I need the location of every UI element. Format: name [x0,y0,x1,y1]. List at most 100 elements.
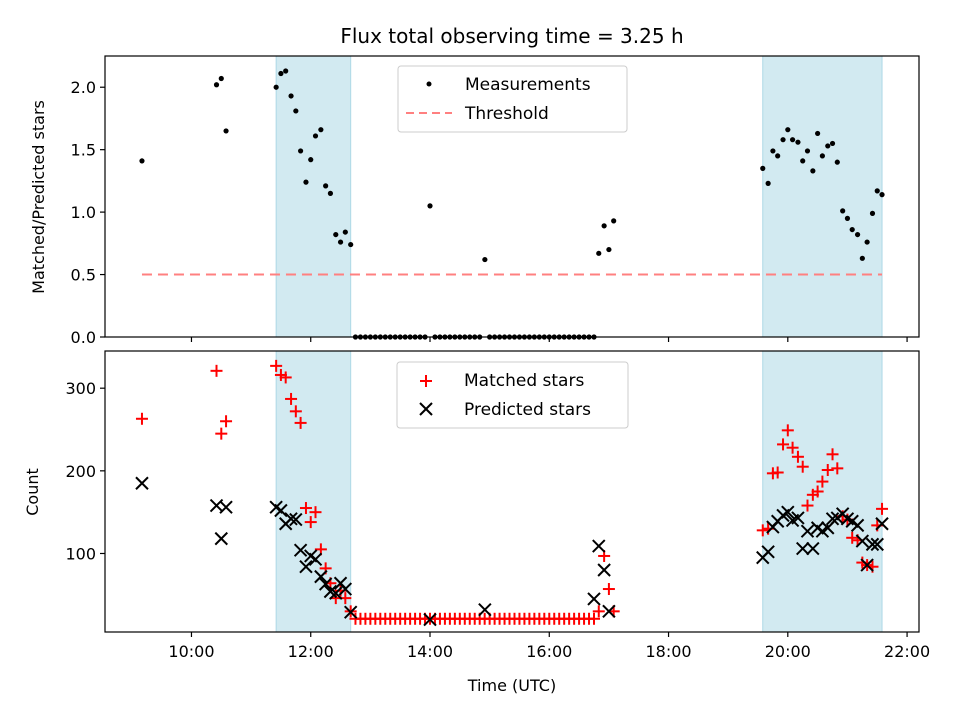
predicted-star-point [135,476,149,490]
measurement-point [312,133,319,139]
matched-star-point [821,464,834,477]
bottom-x-tick-label-3: 16:00 [526,642,572,661]
chart-title: Flux total observing time = 3.25 h [340,24,683,48]
top-axes-frame [104,55,920,338]
predicted-star-point [875,517,889,531]
predicted-star-point [338,582,353,596]
predicted-star-point [343,605,358,619]
matched-star-point [220,415,233,428]
predicted-star-point [274,503,288,518]
bottom-x-tick-label-1: 12:00 [288,642,334,661]
bottom-y-tick-label-2: 300 [65,379,96,398]
measurement-point [765,180,771,186]
measurement-point [611,218,617,224]
measurement-point [601,223,607,229]
matched-star-point [215,427,228,440]
matched-star-point [811,485,824,498]
measurement-point [829,140,836,147]
matched-star-point [135,412,148,425]
predicted-star-point [478,602,492,617]
predicted-star-point [800,524,815,538]
bottom-x-tick-label-0: 10:00 [168,642,214,661]
predicted-star-point [860,558,874,572]
measurement-point [297,148,304,154]
matched-star-point [876,502,889,515]
bottom-legend: Matched stars Predicted stars [396,361,629,429]
measurement-point [800,158,806,164]
matched-stars-points [135,359,889,625]
bottom-axes-frame [104,350,920,633]
measurement-point [606,246,612,253]
predicted-star-point [806,541,820,556]
predicted-star-point [587,592,601,606]
measurement-point [810,168,816,174]
predicted-star-point [870,537,884,552]
measurement-point [223,128,229,134]
matched-star-point [756,524,769,537]
matched-star-point [304,516,317,529]
measurement-point [273,84,279,90]
measurement-point [323,183,329,189]
bottom-y-tick-label-1: 200 [65,462,96,481]
predicted-star-point [761,545,775,559]
matched-star-point [289,405,302,418]
legend-threshold-label: Threshold [464,104,549,124]
measurement-point [854,231,861,238]
legend-matched-marker [420,375,432,387]
top-shade-0 [275,55,352,338]
measurement-point [815,130,821,137]
top-y-axis-label: Matched/Predicted stars [29,100,48,294]
bottom-x-axis-label: Time (UTC) [467,676,556,695]
predicted-star-point [423,612,437,627]
predicted-star-point [219,500,233,514]
measurement-point [874,188,880,194]
matched-star-point [294,416,307,429]
matched-star-point [796,460,809,473]
measurement-point [482,256,488,263]
measurement-point [303,179,309,185]
measurement-point [840,208,846,214]
top-legend-box [397,65,628,133]
matched-star-point [602,583,615,596]
predicted-star-point [214,531,228,546]
top-y-tick-label-1: 0.5 [71,266,96,285]
predicted-star-point [597,563,611,577]
measurement-point [879,192,885,198]
matched-star-point [299,502,312,515]
measurement-point [780,137,786,143]
bottom-y-axis-label: Count [23,468,42,516]
top-shade-1 [762,55,883,338]
matched-star-point [831,462,844,475]
measurement-point [785,127,791,133]
top-y-tick-label-0: 0.0 [71,328,96,347]
measurement-point [760,165,766,171]
legend-predicted-label: Predicted stars [464,400,591,420]
bottom-x-axis-ticks: 10:00 12:00 14:00 16:00 18:00 20:00 22:00 [168,632,930,661]
predicted-star-point [825,512,840,526]
measurement-point [288,93,294,99]
measurement-point [327,190,334,196]
predicted-star-point [284,512,298,526]
top-legend: Measurements Threshold [397,65,628,133]
matched-star-point [309,506,322,519]
predicted-star-point [293,543,308,557]
measurement-point [869,210,876,216]
measurement-point [293,108,299,114]
predicted-star-point [796,541,810,556]
predicted-star-point [781,505,795,519]
matched-star-point [786,441,799,454]
bottom-y-tick-label-0: 100 [65,544,96,563]
bottom-x-tick-label-4: 18:00 [645,642,691,661]
matched-star-point [826,448,839,461]
measurement-point [308,157,314,163]
matched-star-point [781,424,794,437]
matched-star-point [592,605,605,618]
measurement-point [825,143,831,149]
matched-star-point [279,371,292,384]
legend-measurements-label: Measurements [465,75,591,95]
predicted-star-point [855,534,870,548]
predicted-star-point [865,537,880,552]
measurement-point [775,153,781,159]
measurement-point [864,239,870,245]
